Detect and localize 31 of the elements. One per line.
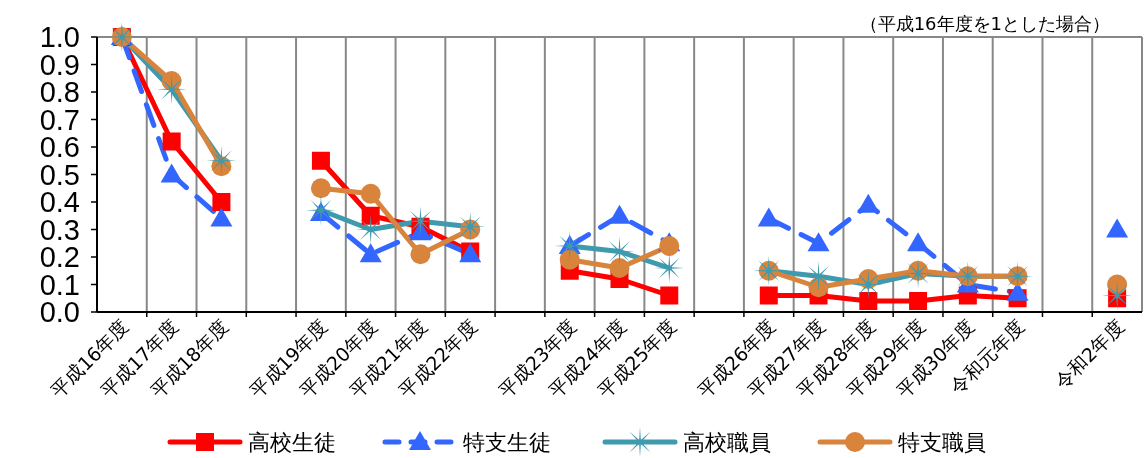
text: （平成16年度を1とした場合） xyxy=(859,13,1110,34)
point xyxy=(410,244,431,265)
point xyxy=(361,206,380,225)
point xyxy=(212,193,231,211)
legend-label: 特支生徒 xyxy=(463,430,551,455)
point xyxy=(609,258,630,278)
point xyxy=(807,232,830,252)
point xyxy=(311,151,330,170)
point xyxy=(360,183,381,204)
point xyxy=(409,221,432,241)
point xyxy=(759,286,778,305)
legend-label: 高校生徒 xyxy=(248,430,336,455)
legend-label: 高校職員 xyxy=(683,430,771,455)
legend-label: 特支職員 xyxy=(898,430,986,455)
point xyxy=(355,214,386,245)
point xyxy=(859,292,878,310)
point xyxy=(660,286,679,305)
point xyxy=(857,193,880,213)
point xyxy=(659,236,680,256)
x-tick-label: 令和2年度 xyxy=(1050,315,1128,394)
point xyxy=(210,207,233,227)
point xyxy=(310,178,331,199)
point xyxy=(909,292,928,310)
point xyxy=(160,163,183,183)
point xyxy=(1106,218,1129,238)
point xyxy=(359,243,382,263)
point xyxy=(162,132,181,151)
point xyxy=(907,232,930,252)
point xyxy=(559,249,580,270)
point xyxy=(608,204,631,224)
point xyxy=(757,207,780,227)
